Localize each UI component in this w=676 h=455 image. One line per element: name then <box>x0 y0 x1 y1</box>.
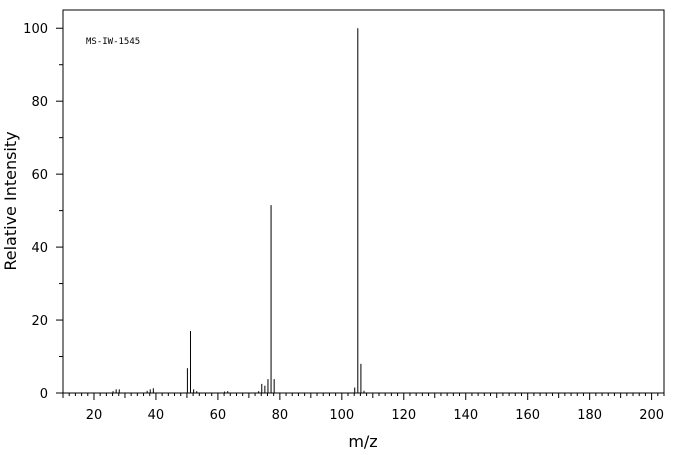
x-tick-label: 160 <box>515 408 540 423</box>
x-axis-title: m/z <box>348 432 377 451</box>
y-tick-label: 60 <box>31 168 48 183</box>
x-tick-label: 200 <box>639 408 664 423</box>
y-axis-title: Relative Intensity <box>1 131 20 270</box>
x-tick-label: 120 <box>391 408 416 423</box>
spectrum-code-label: MS-IW-1545 <box>86 37 140 47</box>
x-axis-ticks: 20 40 60 80 100 120 140 160 180 200 <box>62 393 665 423</box>
y-tick-label: 20 <box>31 314 48 329</box>
x-tick-label: 140 <box>453 408 478 423</box>
y-axis-ticks: 0 20 40 60 80 100 <box>23 22 63 402</box>
y-tick-label: 40 <box>31 241 48 256</box>
x-tick-label: 60 <box>210 408 227 423</box>
x-tick-label: 40 <box>148 408 165 423</box>
peak-bars <box>112 28 365 393</box>
y-tick-label: 0 <box>40 387 48 402</box>
y-tick-label: 100 <box>23 22 48 37</box>
x-tick-label: 180 <box>577 408 602 423</box>
x-tick-label: 20 <box>86 408 103 423</box>
y-tick-label: 80 <box>31 95 48 110</box>
x-tick-label: 80 <box>272 408 289 423</box>
x-tick-label: 100 <box>329 408 354 423</box>
plot-frame <box>62 9 665 394</box>
